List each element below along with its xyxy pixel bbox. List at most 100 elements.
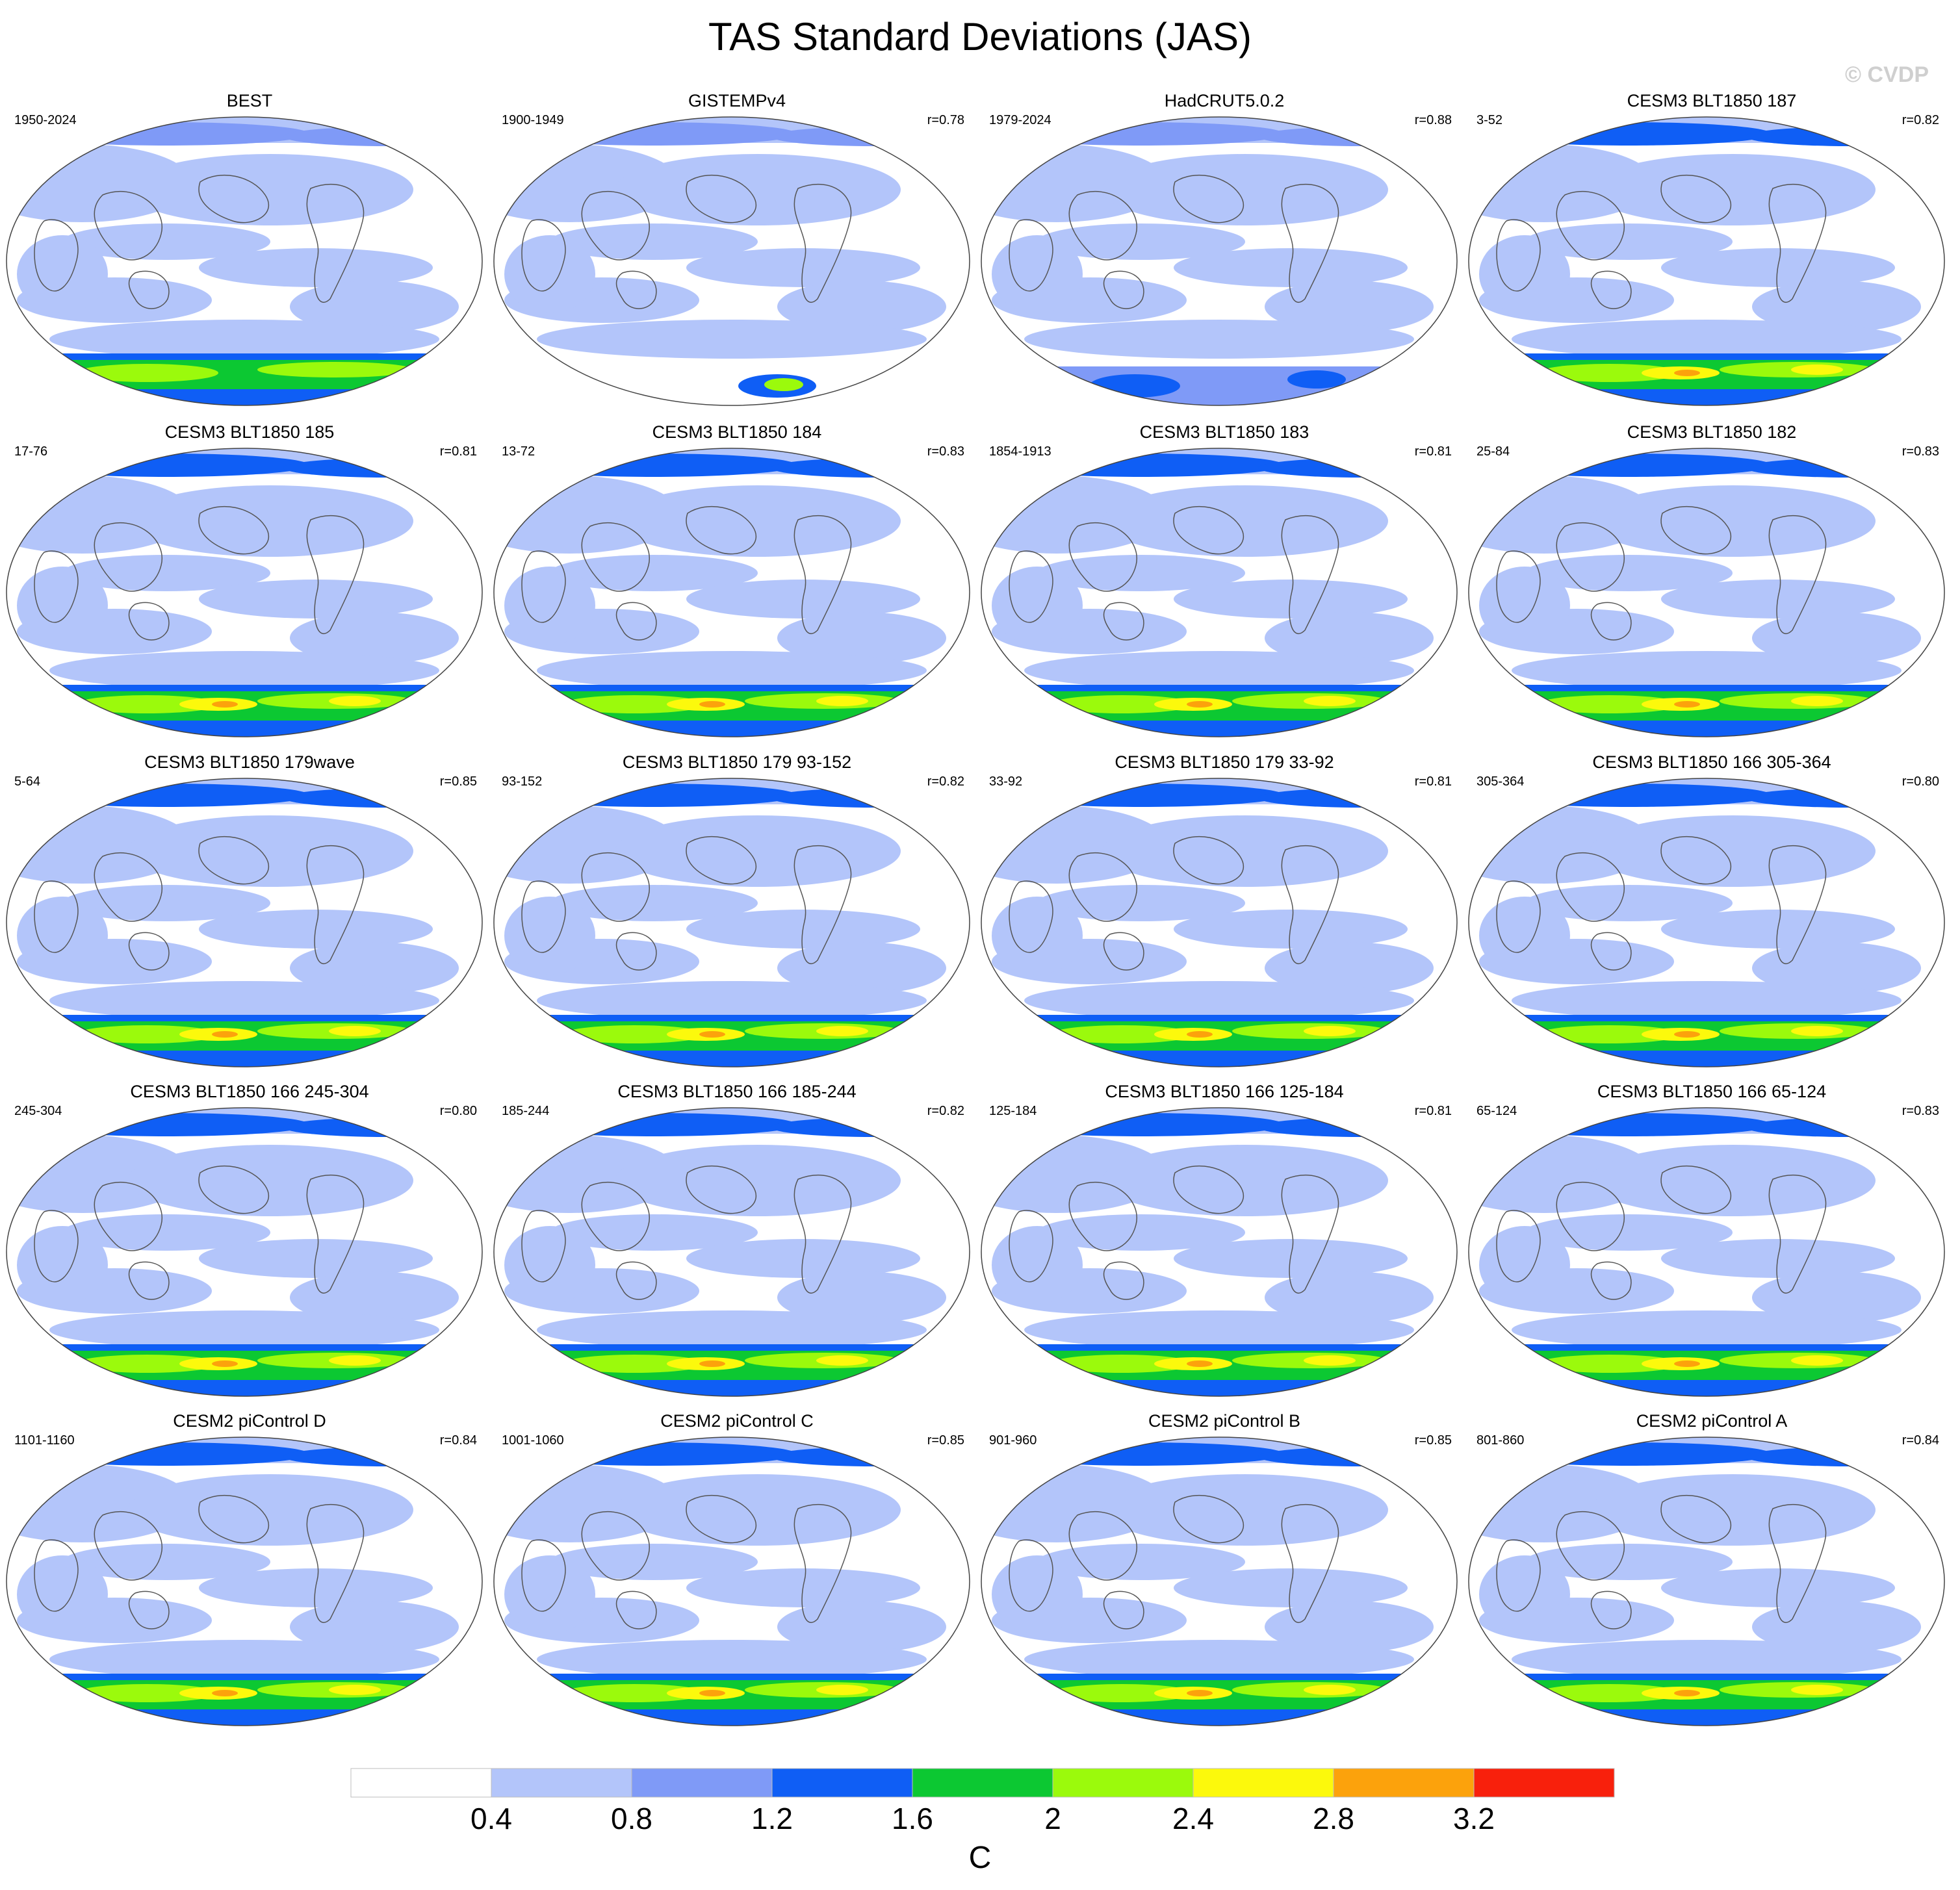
coastline: [1660, 1165, 1732, 1214]
coastline: [128, 1590, 170, 1629]
map-border: [493, 1107, 970, 1397]
colorbar-swatch: [631, 1768, 773, 1798]
colorbar: [350, 1768, 1615, 1798]
panel-title: CESM3 BLT1850 187: [1627, 91, 1797, 110]
map-panel: CESM2 piControl A 801-860 r=0.84: [1467, 1411, 1956, 1743]
anomaly-region: [1512, 320, 1902, 359]
coastline: [793, 183, 852, 303]
colorbar-swatch: [1052, 1768, 1194, 1798]
anomaly-region: [777, 612, 946, 664]
colorbar-swatch: [771, 1768, 913, 1798]
map-panel: CESM3 BLT1850 179 33-92 33-92 r=0.81: [980, 752, 1469, 1084]
anomaly-region: [1752, 1601, 1921, 1653]
coastline: [1590, 602, 1632, 641]
anomaly-region: [127, 1474, 413, 1546]
map-panel: CESM3 BLT1850 166 125-184 125-184 r=0.81: [980, 1082, 1469, 1413]
anomaly-region: [49, 320, 439, 359]
coastline: [1590, 1590, 1632, 1629]
coastline: [793, 515, 852, 635]
panel-period: 33-92: [989, 774, 1023, 789]
map-border: [981, 116, 1458, 406]
panel-period: 25-84: [1476, 444, 1510, 459]
anomaly-region: [49, 1640, 439, 1679]
antarctic-band: [764, 378, 803, 391]
anomaly-region: [537, 1640, 927, 1679]
arctic-band: [771, 1447, 970, 1466]
anomaly-region: [127, 1145, 413, 1216]
coastline: [1173, 836, 1244, 885]
panel-title: CESM2 piControl C: [660, 1411, 814, 1431]
arctic-band: [1258, 788, 1457, 808]
map-panel: CESM3 BLT1850 183 1854-1913 r=0.81: [980, 422, 1469, 754]
map-canvas: [1468, 116, 1945, 406]
arctic-band: [1486, 453, 1772, 477]
coastline: [34, 880, 79, 953]
coastline: [1590, 270, 1632, 309]
arctic-band: [1746, 458, 1944, 478]
anomaly-region: [777, 942, 946, 994]
coastline: [128, 602, 170, 641]
coastline: [34, 219, 79, 292]
map-canvas: [6, 778, 483, 1067]
anomaly-region: [537, 651, 927, 690]
colorbar-tick-label: 2: [1044, 1802, 1061, 1835]
arctic-band: [1486, 122, 1772, 146]
map-canvas: [6, 1107, 483, 1397]
anomaly-region: [1024, 1310, 1414, 1349]
arctic-band: [998, 1442, 1284, 1466]
coastline: [793, 1174, 852, 1294]
anomaly-region: [127, 815, 413, 887]
anomaly-region: [1479, 1226, 1570, 1304]
coastline: [94, 1182, 163, 1251]
anomaly-region: [550, 1214, 758, 1251]
panel-correlation: r=0.82: [927, 1104, 964, 1118]
coastline: [793, 845, 852, 965]
coastline: [1103, 270, 1144, 309]
arctic-band: [23, 784, 309, 807]
coastline: [521, 1210, 566, 1283]
panel-period: 125-184: [989, 1104, 1037, 1118]
anomaly-region: [550, 223, 758, 260]
colorbar-tick-label: 0.4: [471, 1802, 512, 1835]
panel-period: 1001-1060: [502, 1433, 564, 1448]
coastline: [306, 845, 365, 965]
panel-title: CESM3 BLT1850 179 93-152: [622, 752, 852, 772]
panel-period: 1101-1160: [14, 1433, 75, 1448]
map-canvas: [1468, 1107, 1945, 1397]
coastline: [306, 1174, 365, 1294]
panel-period: 3-52: [1476, 113, 1503, 127]
coastline: [1496, 1210, 1541, 1283]
map-panel: CESM3 BLT1850 182 25-84 r=0.83: [1467, 422, 1956, 754]
anomaly-region: [1590, 1145, 1876, 1216]
panel-correlation: r=0.81: [439, 444, 477, 459]
arctic-band: [1486, 1113, 1772, 1136]
map-panel: CESM2 piControl B 901-960 r=0.85: [980, 1411, 1469, 1743]
coastline: [1496, 550, 1541, 623]
coastline: [1281, 845, 1339, 965]
arctic-band: [771, 788, 970, 808]
arctic-band: [771, 127, 970, 146]
coastline: [198, 1165, 270, 1214]
anomaly-region: [1024, 981, 1414, 1020]
coastline: [686, 1494, 757, 1544]
map-panel: CESM3 BLT1850 184 13-72 r=0.83: [493, 422, 981, 754]
coastline: [1496, 1539, 1541, 1612]
coastline: [128, 270, 170, 309]
anomaly-region: [62, 885, 270, 921]
coastline: [1768, 1174, 1827, 1294]
anomaly-region: [1024, 1640, 1414, 1679]
coastline: [521, 880, 566, 953]
colorbar-tick-label: 0.8: [611, 1802, 652, 1835]
coastline: [793, 1503, 852, 1624]
arctic-band: [23, 1113, 309, 1136]
arctic-band: [1486, 784, 1772, 807]
anomaly-region: [17, 235, 108, 313]
panel-period: 1854-1913: [989, 444, 1051, 459]
anomaly-region: [992, 567, 1083, 645]
colorbar-swatch: [491, 1768, 632, 1798]
panel-title: HadCRUT5.0.2: [1164, 91, 1285, 110]
anomaly-region: [1752, 612, 1921, 664]
arctic-band: [1258, 1117, 1457, 1137]
anomaly-region: [504, 897, 595, 975]
coastline: [1281, 183, 1339, 303]
